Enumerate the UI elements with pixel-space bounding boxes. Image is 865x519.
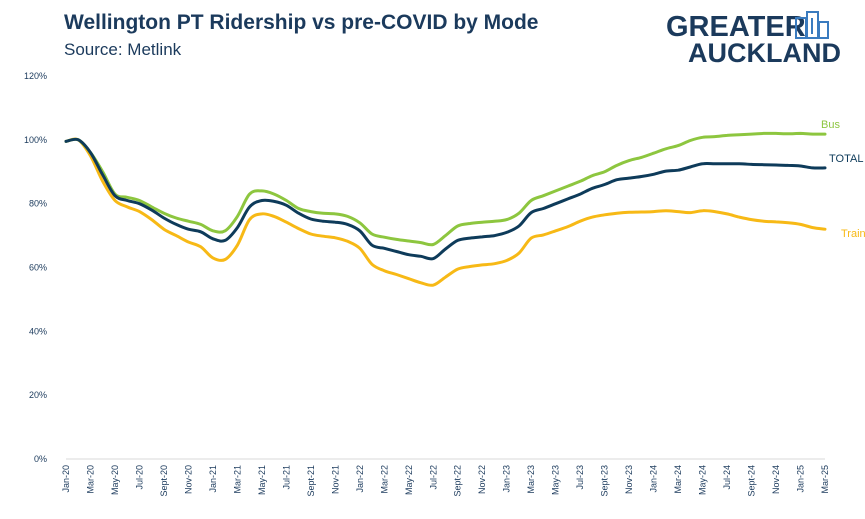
x-tick-label: Sept-20 [159,465,169,497]
y-tick-label: 120% [24,71,47,81]
chart-subtitle: Source: Metlink [64,40,182,59]
series-line-train [64,137,827,287]
x-tick-label: May-24 [698,465,708,495]
series-label-bus: Bus [821,119,840,131]
city-buildings-icon [795,11,829,39]
x-tick-label: Nov-21 [330,465,340,494]
x-tick-label: Jul-20 [134,465,144,490]
series-label-total: TOTAL [829,153,863,165]
y-tick-label: 100% [24,135,47,145]
x-tick-label: Mar-23 [526,465,536,494]
x-tick-label: May-20 [110,465,120,495]
x-tick-label: Sept-24 [747,465,757,497]
x-tick-label: May-21 [257,465,267,495]
x-tick-label: Jan-21 [208,465,218,493]
x-tick-label: Jan-23 [502,465,512,493]
x-tick-label: Mar-22 [379,465,389,494]
x-tick-label: Jul-22 [428,465,438,490]
x-tick-label: Mar-25 [820,465,830,494]
x-tick-label: Mar-21 [232,465,242,494]
y-tick-label: 0% [34,454,47,464]
series-line-bus [64,131,827,247]
x-tick-label: Nov-23 [624,465,634,494]
series-line-total [64,137,827,261]
x-tick-label: Jan-20 [61,465,71,493]
x-tick-label: Sept-22 [453,465,463,497]
greater-auckland-logo: GREATER AUCKLAND [666,11,841,66]
y-tick-label: 60% [29,263,47,273]
x-tick-label: Jan-24 [649,465,659,493]
y-tick-label: 80% [29,199,47,209]
x-tick-label: Nov-20 [183,465,193,494]
series-lines [64,131,827,287]
logo-line1: GREATER [666,11,806,43]
x-tick-label: Sept-23 [600,465,610,497]
series-labels: Bus TOTAL Train [821,119,865,240]
x-tick-label: Jul-23 [575,465,585,490]
x-tick-label: Mar-24 [673,465,683,494]
x-tick-label: Nov-22 [477,465,487,494]
y-tick-label: 40% [29,326,47,336]
x-tick-label: Nov-24 [771,465,781,494]
x-tick-label: Jul-24 [722,465,732,490]
y-tick-label: 20% [29,390,47,400]
x-tick-label: Jul-21 [281,465,291,490]
x-tick-label: May-23 [551,465,561,495]
x-tick-label: Sept-21 [306,465,316,497]
x-tick-label: May-22 [404,465,414,495]
axes-layer: 0% 20% 40% 60% 80% 100% 120% Jan-20 Mar-20 May-20… [24,71,830,497]
logo-line2: AUCKLAND [688,38,841,66]
x-tick-label: Jan-25 [796,465,806,493]
x-tick-label: Jan-22 [355,465,365,493]
x-tick-label: Mar-20 [85,465,95,494]
chart-title: Wellington PT Ridership vs pre-COVID by … [64,11,539,34]
series-label-train: Train [841,228,865,240]
